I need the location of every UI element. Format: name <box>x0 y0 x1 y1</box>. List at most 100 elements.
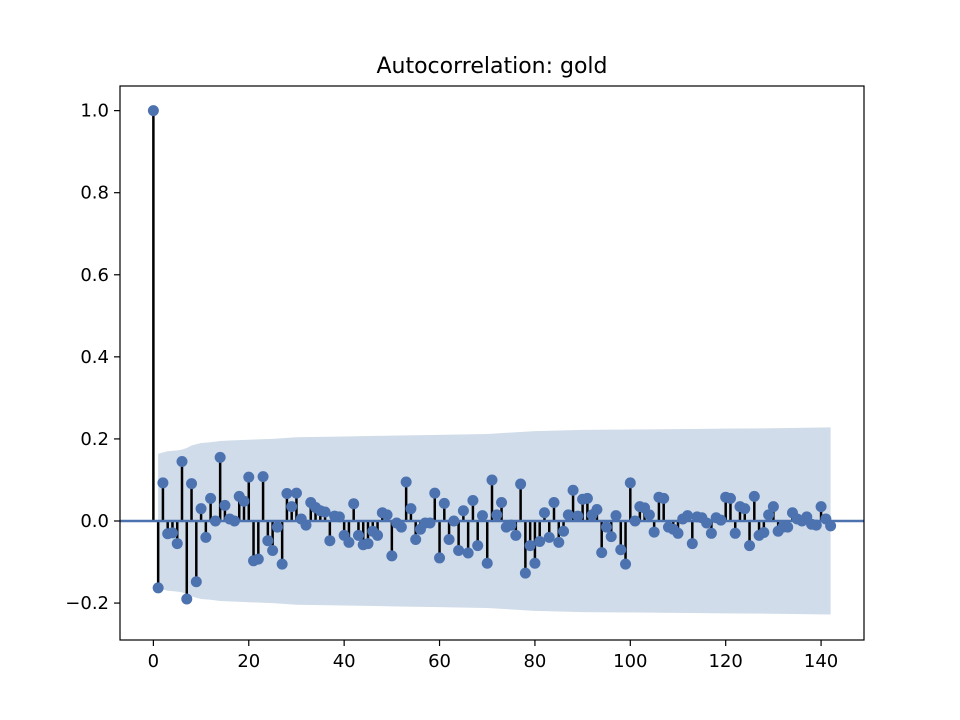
marker-69 <box>476 510 488 522</box>
marker-116 <box>701 517 713 529</box>
marker-82 <box>538 507 550 519</box>
chart-title: Autocorrelation: gold <box>376 54 607 79</box>
marker-71 <box>486 474 498 486</box>
x-tick-label-40: 40 <box>333 651 356 672</box>
x-axis: 0 20 40 60 80 100 120 140 <box>148 640 838 672</box>
x-tick-label-140: 140 <box>804 651 838 672</box>
marker-129 <box>763 509 775 521</box>
marker-84 <box>548 497 560 509</box>
y-tick-label-1: 0.8 <box>80 183 109 204</box>
x-tick-label-0: 0 <box>148 651 159 672</box>
marker-60 <box>434 552 446 564</box>
marker-55 <box>410 533 422 545</box>
marker-15 <box>219 499 231 511</box>
marker-43 <box>352 529 364 541</box>
marker-20 <box>243 471 255 483</box>
marker-62 <box>443 533 455 545</box>
y-tick-label-5: 0.0 <box>80 511 109 532</box>
marker-66 <box>462 547 474 559</box>
marker-36 <box>319 506 331 518</box>
marker-83 <box>543 531 555 543</box>
marker-54 <box>405 503 417 515</box>
marker-73 <box>496 497 508 509</box>
marker-63 <box>448 515 460 527</box>
marker-61 <box>438 497 450 509</box>
marker-32 <box>300 519 312 531</box>
marker-47 <box>372 529 384 541</box>
x-tick-label-60: 60 <box>428 651 451 672</box>
marker-10 <box>195 503 207 515</box>
marker-105 <box>648 526 660 538</box>
x-tick-label-100: 100 <box>613 651 647 672</box>
marker-125 <box>744 540 756 552</box>
marker-42 <box>348 498 360 510</box>
marker-59 <box>429 487 441 499</box>
marker-41 <box>343 536 355 548</box>
y-tick-label-4: 0.2 <box>80 429 109 450</box>
marker-75 <box>505 519 517 531</box>
x-tick-label-80: 80 <box>523 651 546 672</box>
marker-22 <box>252 553 264 565</box>
marker-70 <box>481 557 493 569</box>
marker-7 <box>181 593 193 605</box>
marker-53 <box>400 476 412 488</box>
marker-91 <box>581 492 593 504</box>
marker-52 <box>395 521 407 533</box>
marker-78 <box>519 567 531 579</box>
marker-8 <box>186 478 198 490</box>
marker-64 <box>453 545 465 557</box>
marker-96 <box>605 531 617 543</box>
marker-37 <box>324 535 336 547</box>
marker-76 <box>510 529 522 541</box>
marker-1 <box>152 582 164 594</box>
marker-4 <box>166 527 178 539</box>
marker-29 <box>286 501 298 513</box>
y-tick-label-0: 1.0 <box>80 101 109 122</box>
marker-104 <box>643 509 655 521</box>
marker-9 <box>190 576 202 588</box>
marker-119 <box>715 514 727 526</box>
marker-93 <box>591 504 603 516</box>
marker-140 <box>815 501 827 513</box>
marker-6 <box>176 455 188 467</box>
marker-13 <box>209 515 221 527</box>
marker-99 <box>620 558 632 570</box>
marker-50 <box>386 550 398 562</box>
y-tick-label-6: −0.2 <box>65 593 109 614</box>
plot-frame <box>119 85 865 641</box>
marker-80 <box>529 557 541 569</box>
marker-77 <box>515 478 527 490</box>
marker-14 <box>214 451 226 463</box>
marker-58 <box>424 517 436 529</box>
x-tick-label-20: 20 <box>237 651 260 672</box>
marker-0 <box>147 105 159 117</box>
marker-24 <box>262 535 274 547</box>
marker-67 <box>467 494 479 506</box>
marker-2 <box>157 477 169 489</box>
marker-19 <box>238 495 250 507</box>
marker-89 <box>572 510 584 522</box>
marker-85 <box>553 536 565 548</box>
marker-30 <box>290 487 302 499</box>
marker-79 <box>524 540 536 552</box>
marker-101 <box>629 515 641 527</box>
marker-113 <box>686 538 698 550</box>
marker-139 <box>810 519 822 531</box>
marker-17 <box>228 515 240 527</box>
marker-122 <box>729 527 741 539</box>
marker-65 <box>457 505 469 517</box>
marker-112 <box>682 510 694 522</box>
marker-128 <box>758 526 770 538</box>
y-tick-label-3: 0.4 <box>80 347 109 368</box>
marker-126 <box>748 490 760 502</box>
marker-87 <box>562 509 574 521</box>
y-axis: 1.0 0.8 0.6 0.4 0.2 0.0 −0.2 <box>65 101 120 614</box>
marker-28 <box>281 487 293 499</box>
marker-49 <box>381 509 393 521</box>
marker-27 <box>276 558 288 570</box>
marker-100 <box>624 477 636 489</box>
x-tick-label-120: 120 <box>709 651 743 672</box>
marker-121 <box>724 492 736 504</box>
marker-26 <box>271 521 283 533</box>
